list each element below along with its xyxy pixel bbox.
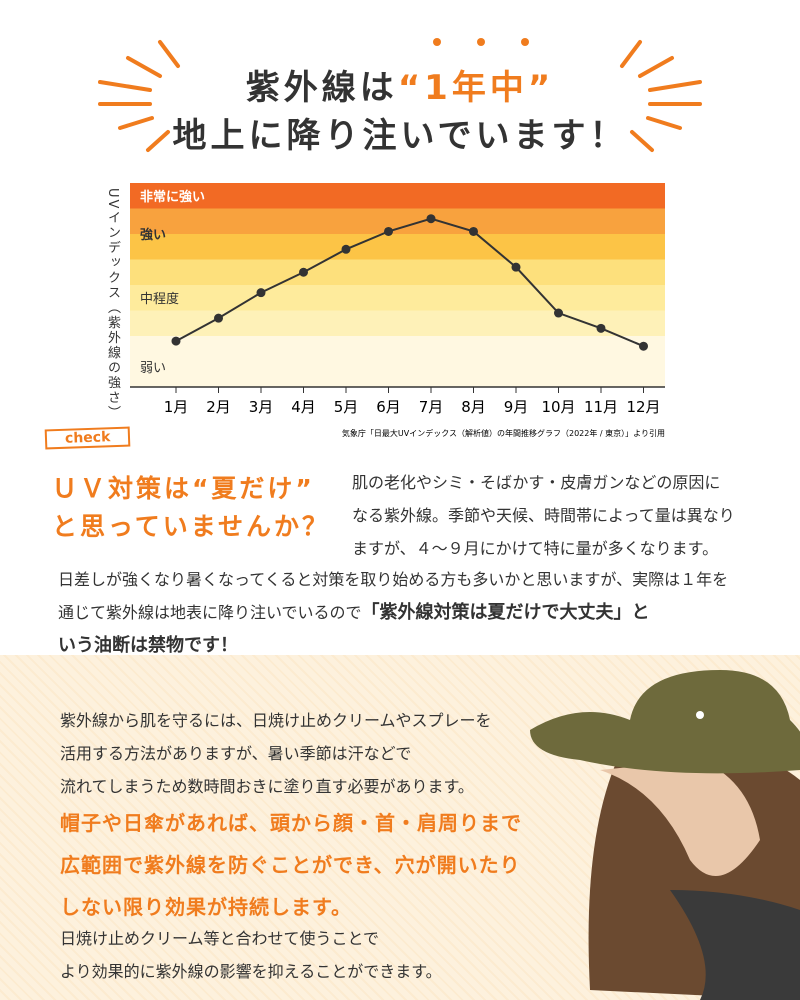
- headline-prefix: 紫外線は: [245, 68, 398, 108]
- text-line: ＵＶ対策は“夏だけ”: [52, 474, 315, 503]
- photo: [530, 670, 800, 1000]
- x-tick-label: 4月: [291, 398, 316, 416]
- uv-point: [639, 341, 648, 351]
- emphasis-dots: [433, 38, 529, 46]
- text-line: 通じて紫外線は地表に降り注いでいるので「紫外線対策は夏だけで大丈夫」と: [58, 596, 728, 629]
- protect-emphasis: 帽子や日傘があれば、頭から顔・首・肩周りまで 広範囲で紫外線を防ぐことができ、穴が…: [60, 802, 522, 928]
- text-line: 帽子や日傘があれば、頭から顔・首・肩周りまで: [60, 811, 522, 835]
- text-line: 日差しが強くなり暑くなってくると対策を取り始める方も多いかと思いますが、実際は１…: [58, 563, 728, 596]
- x-tick-label: 7月: [419, 398, 444, 416]
- uv-line: [175, 217, 644, 348]
- x-tick-label: 10月: [541, 398, 575, 416]
- uv-band: [130, 183, 665, 209]
- uv-point: [256, 288, 266, 298]
- text-line: 紫外線から肌を守るには、日焼け止めクリームやスプレーを: [60, 711, 492, 730]
- x-tick-label: 9月: [504, 398, 529, 416]
- uv-point: [469, 226, 478, 236]
- text-line: なる紫外線。季節や天候、時間帯によって量は異なり: [352, 506, 735, 525]
- uv-band: [130, 285, 665, 311]
- band-label: 強い: [140, 227, 166, 243]
- bold-text: いう油断は禁物です！: [58, 635, 238, 656]
- band-label: 非常に強い: [140, 189, 205, 205]
- bold-text: 「紫外線対策は夏だけで大丈夫」と: [361, 602, 650, 623]
- x-tick-label: 11月: [584, 398, 618, 416]
- uv-band: [130, 336, 665, 387]
- uv-point: [426, 214, 436, 224]
- text-line: ますが、４〜９月にかけて特に量が多くなります。: [352, 539, 719, 558]
- protect-closing: 日焼け止めクリーム等と合わせて使うことでより効果的に紫外線の影響を抑えることがで…: [60, 922, 442, 988]
- uv-point: [299, 267, 308, 277]
- body-text: 日差しが強くなり暑くなってくると対策を取り始める方も多いかと思いますが、実際は１…: [58, 563, 728, 662]
- uv-point: [214, 313, 223, 323]
- headline-2: 地上に降り注いでいます！: [172, 116, 628, 156]
- uv-band: [130, 208, 665, 234]
- text-line: 日焼け止めクリーム等と合わせて使うことで: [60, 929, 380, 948]
- x-tick-label: 1月: [164, 398, 189, 416]
- x-tick-label: 12月: [626, 398, 660, 416]
- uv-point: [341, 244, 351, 254]
- uv-point: [384, 226, 393, 236]
- x-tick-label: 6月: [376, 398, 401, 416]
- intro-text: 肌の老化やシミ・そばかす・皮膚ガンなどの原因に なる紫外線。季節や天候、時間帯によ…: [352, 466, 735, 565]
- text-line: と思っていませんか？: [52, 512, 331, 541]
- band-label: 中程度: [140, 291, 179, 307]
- text-line: いう油断は禁物です！: [58, 629, 728, 662]
- text-line: しない限り効果が持続します。: [60, 895, 352, 919]
- x-tick-label: 5月: [334, 398, 359, 416]
- uv-point: [596, 323, 606, 333]
- text-line: 肌の老化やシミ・そばかす・皮膚ガンなどの原因に: [352, 473, 721, 492]
- x-tick-label: 3月: [249, 398, 274, 416]
- text: 日差しが強くなり暑くなってくると対策を取り始める方も多いかと思いますが、実際は１…: [58, 570, 729, 589]
- text-line: 活用する方法がありますが、暑い季節は汗などで: [60, 744, 412, 763]
- check-tag: check: [44, 426, 131, 450]
- headline-emphasis: “1年中”: [397, 68, 555, 108]
- y-axis-label: UVインデックス（紫外線の強さ）: [105, 188, 120, 421]
- uv-band: [130, 259, 665, 285]
- protect-text: 紫外線から肌を守るには、日焼け止めクリームやスプレーを 活用する方法がありますが、…: [60, 704, 492, 803]
- uv-band: [130, 234, 665, 260]
- text-line: より効果的に紫外線の影響を抑えることができます。: [60, 962, 442, 981]
- text-line: 流れてしまうため数時間おきに塗り直す必要があります。: [60, 777, 474, 796]
- x-tick-label: 8月: [461, 398, 486, 416]
- rays: [98, 40, 702, 152]
- uv-point: [171, 336, 181, 346]
- band-label: 弱い: [140, 361, 166, 376]
- headline-1: 紫外線は“1年中”: [0, 60, 800, 109]
- source: 気象庁「日最大UVインデックス（解析値）の年間推移グラフ（2022年 / 東京）…: [342, 428, 665, 438]
- uv-point: [511, 262, 521, 272]
- uv-point: [554, 308, 563, 318]
- text-line: 広範囲で紫外線を防ぐことができ、穴が開いたり: [60, 853, 521, 877]
- text: 通じて紫外線は地表に降り注いでいるので: [58, 603, 362, 622]
- x-tick-label: 2月: [206, 398, 231, 416]
- check-heading: ＵＶ対策は“夏だけ” と思っていませんか？: [52, 470, 330, 546]
